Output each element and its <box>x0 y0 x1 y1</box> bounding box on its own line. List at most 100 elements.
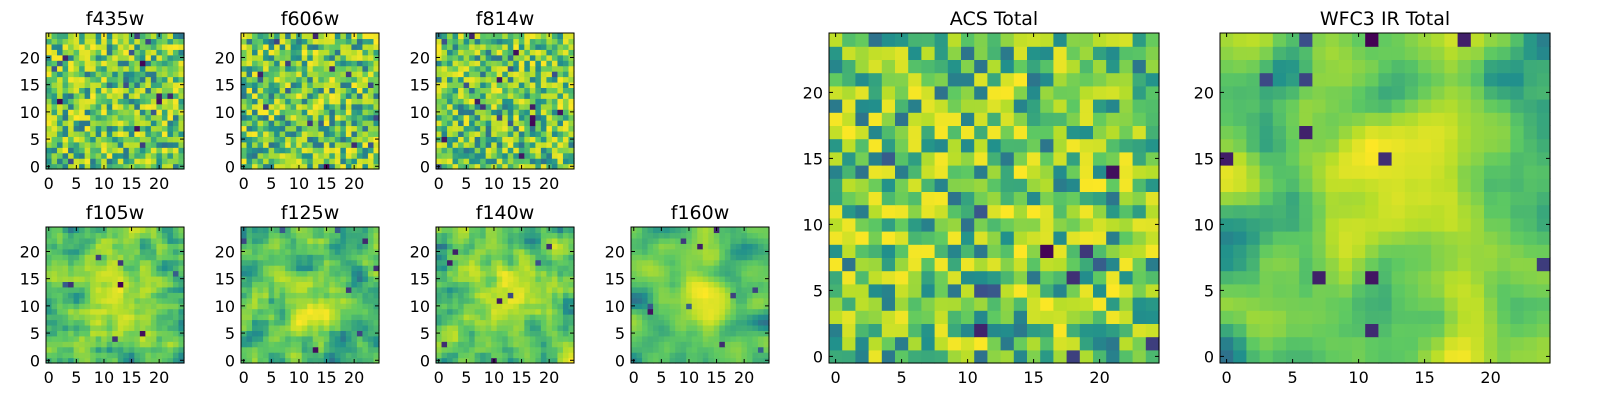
heatmap-cell <box>172 125 180 132</box>
heatmap-cell <box>252 103 259 110</box>
y-tick-label: 20 <box>605 242 625 261</box>
heatmap-cell <box>329 125 336 132</box>
heatmap-cell <box>502 227 509 234</box>
heatmap-cell <box>474 248 481 255</box>
heatmap-cell <box>117 346 124 353</box>
heatmap-cell <box>62 147 69 154</box>
heatmap-cell <box>252 341 259 348</box>
heatmap-cell <box>329 54 336 61</box>
heatmap-cell <box>241 92 248 99</box>
heatmap-cell <box>68 346 75 353</box>
heatmap-cell <box>1132 297 1147 311</box>
heatmap-cell <box>507 237 514 244</box>
heatmap-cell <box>691 270 698 277</box>
heatmap-cell <box>469 120 476 127</box>
heatmap-cell <box>895 191 909 206</box>
heatmap-cell <box>345 158 352 165</box>
heatmap-cell <box>101 43 108 50</box>
heatmap-cell <box>496 76 503 83</box>
heatmap-cell <box>1079 204 1094 219</box>
heatmap-cell <box>167 254 174 261</box>
heatmap-cell <box>1106 310 1120 324</box>
heatmap-cell <box>1079 297 1094 311</box>
heatmap-cell <box>947 231 962 245</box>
heatmap-cell <box>290 270 297 277</box>
heatmap-cell <box>686 314 693 321</box>
heatmap-cell <box>263 163 270 170</box>
heatmap-cell <box>441 136 448 143</box>
heatmap-cell <box>562 60 570 67</box>
heatmap-cell <box>329 335 336 342</box>
heatmap-cell <box>139 130 146 137</box>
heatmap-cell <box>529 65 536 72</box>
heatmap-cell <box>318 163 325 170</box>
heatmap-cell <box>340 330 347 337</box>
heatmap-cell <box>345 49 352 56</box>
heatmap-cell <box>947 310 962 324</box>
heatmap-cell <box>664 286 671 293</box>
heatmap-cell <box>340 71 347 78</box>
heatmap-cell <box>73 324 80 331</box>
heatmap-cell <box>51 136 58 143</box>
heatmap-cell <box>252 330 259 337</box>
heatmap-cell <box>178 43 185 50</box>
heatmap-cell <box>474 352 481 359</box>
heatmap-cell <box>452 163 459 170</box>
heatmap-cell <box>551 265 559 272</box>
heatmap-cell <box>156 147 163 154</box>
heatmap-cell <box>139 346 146 353</box>
heatmap-cell <box>95 141 102 148</box>
heatmap-cell <box>345 319 352 326</box>
heatmap-cell <box>746 308 754 315</box>
heatmap-cell <box>507 335 514 342</box>
heatmap-cell <box>150 275 157 282</box>
heatmap-cell <box>546 98 553 105</box>
heatmap-cell <box>150 314 157 321</box>
heatmap-cell <box>373 98 380 105</box>
heatmap-cell <box>62 33 69 40</box>
heatmap-cell <box>474 81 481 88</box>
heatmap-cell <box>296 270 303 277</box>
heatmap-cell <box>713 324 720 331</box>
heatmap-cell <box>763 324 770 331</box>
heatmap-cell <box>441 270 448 277</box>
heatmap-cell <box>502 286 509 293</box>
heatmap-cell <box>252 109 259 116</box>
heatmap-cell <box>642 227 649 234</box>
heatmap-cell <box>691 314 698 321</box>
heatmap-cell <box>518 297 525 304</box>
heatmap-cell <box>172 248 180 255</box>
heatmap-cell <box>535 303 542 310</box>
heatmap-cell <box>485 65 492 72</box>
heatmap-cell <box>868 151 883 166</box>
heatmap-cell <box>290 243 297 250</box>
heatmap-cell <box>257 81 264 88</box>
heatmap-cell <box>161 314 169 321</box>
heatmap-cell <box>274 87 281 94</box>
heatmap-cell <box>145 109 152 116</box>
heatmap-cell <box>106 352 113 359</box>
heatmap-cell <box>441 152 448 159</box>
heatmap-cell <box>664 265 671 272</box>
heatmap-cell <box>529 103 536 110</box>
heatmap-cell <box>513 357 520 364</box>
heatmap-cell <box>480 76 487 83</box>
heatmap-cell <box>134 125 141 132</box>
heatmap-cell <box>447 303 454 310</box>
heatmap-cell <box>1027 231 1041 245</box>
heatmap-cell <box>134 352 141 359</box>
heatmap-cell <box>150 335 157 342</box>
heatmap-cell <box>469 324 476 331</box>
heatmap-cell <box>480 43 487 50</box>
heatmap-cell <box>562 324 570 331</box>
heatmap-cell <box>746 297 754 304</box>
heatmap-cell <box>307 54 314 61</box>
heatmap-cell <box>351 103 358 110</box>
heatmap-cell <box>68 297 75 304</box>
heatmap-cell <box>535 254 542 261</box>
heatmap-cell <box>757 324 765 331</box>
heatmap-cell <box>340 248 347 255</box>
heatmap-cell <box>356 314 364 321</box>
heatmap-cell <box>150 308 157 315</box>
heatmap-cell <box>62 319 69 326</box>
